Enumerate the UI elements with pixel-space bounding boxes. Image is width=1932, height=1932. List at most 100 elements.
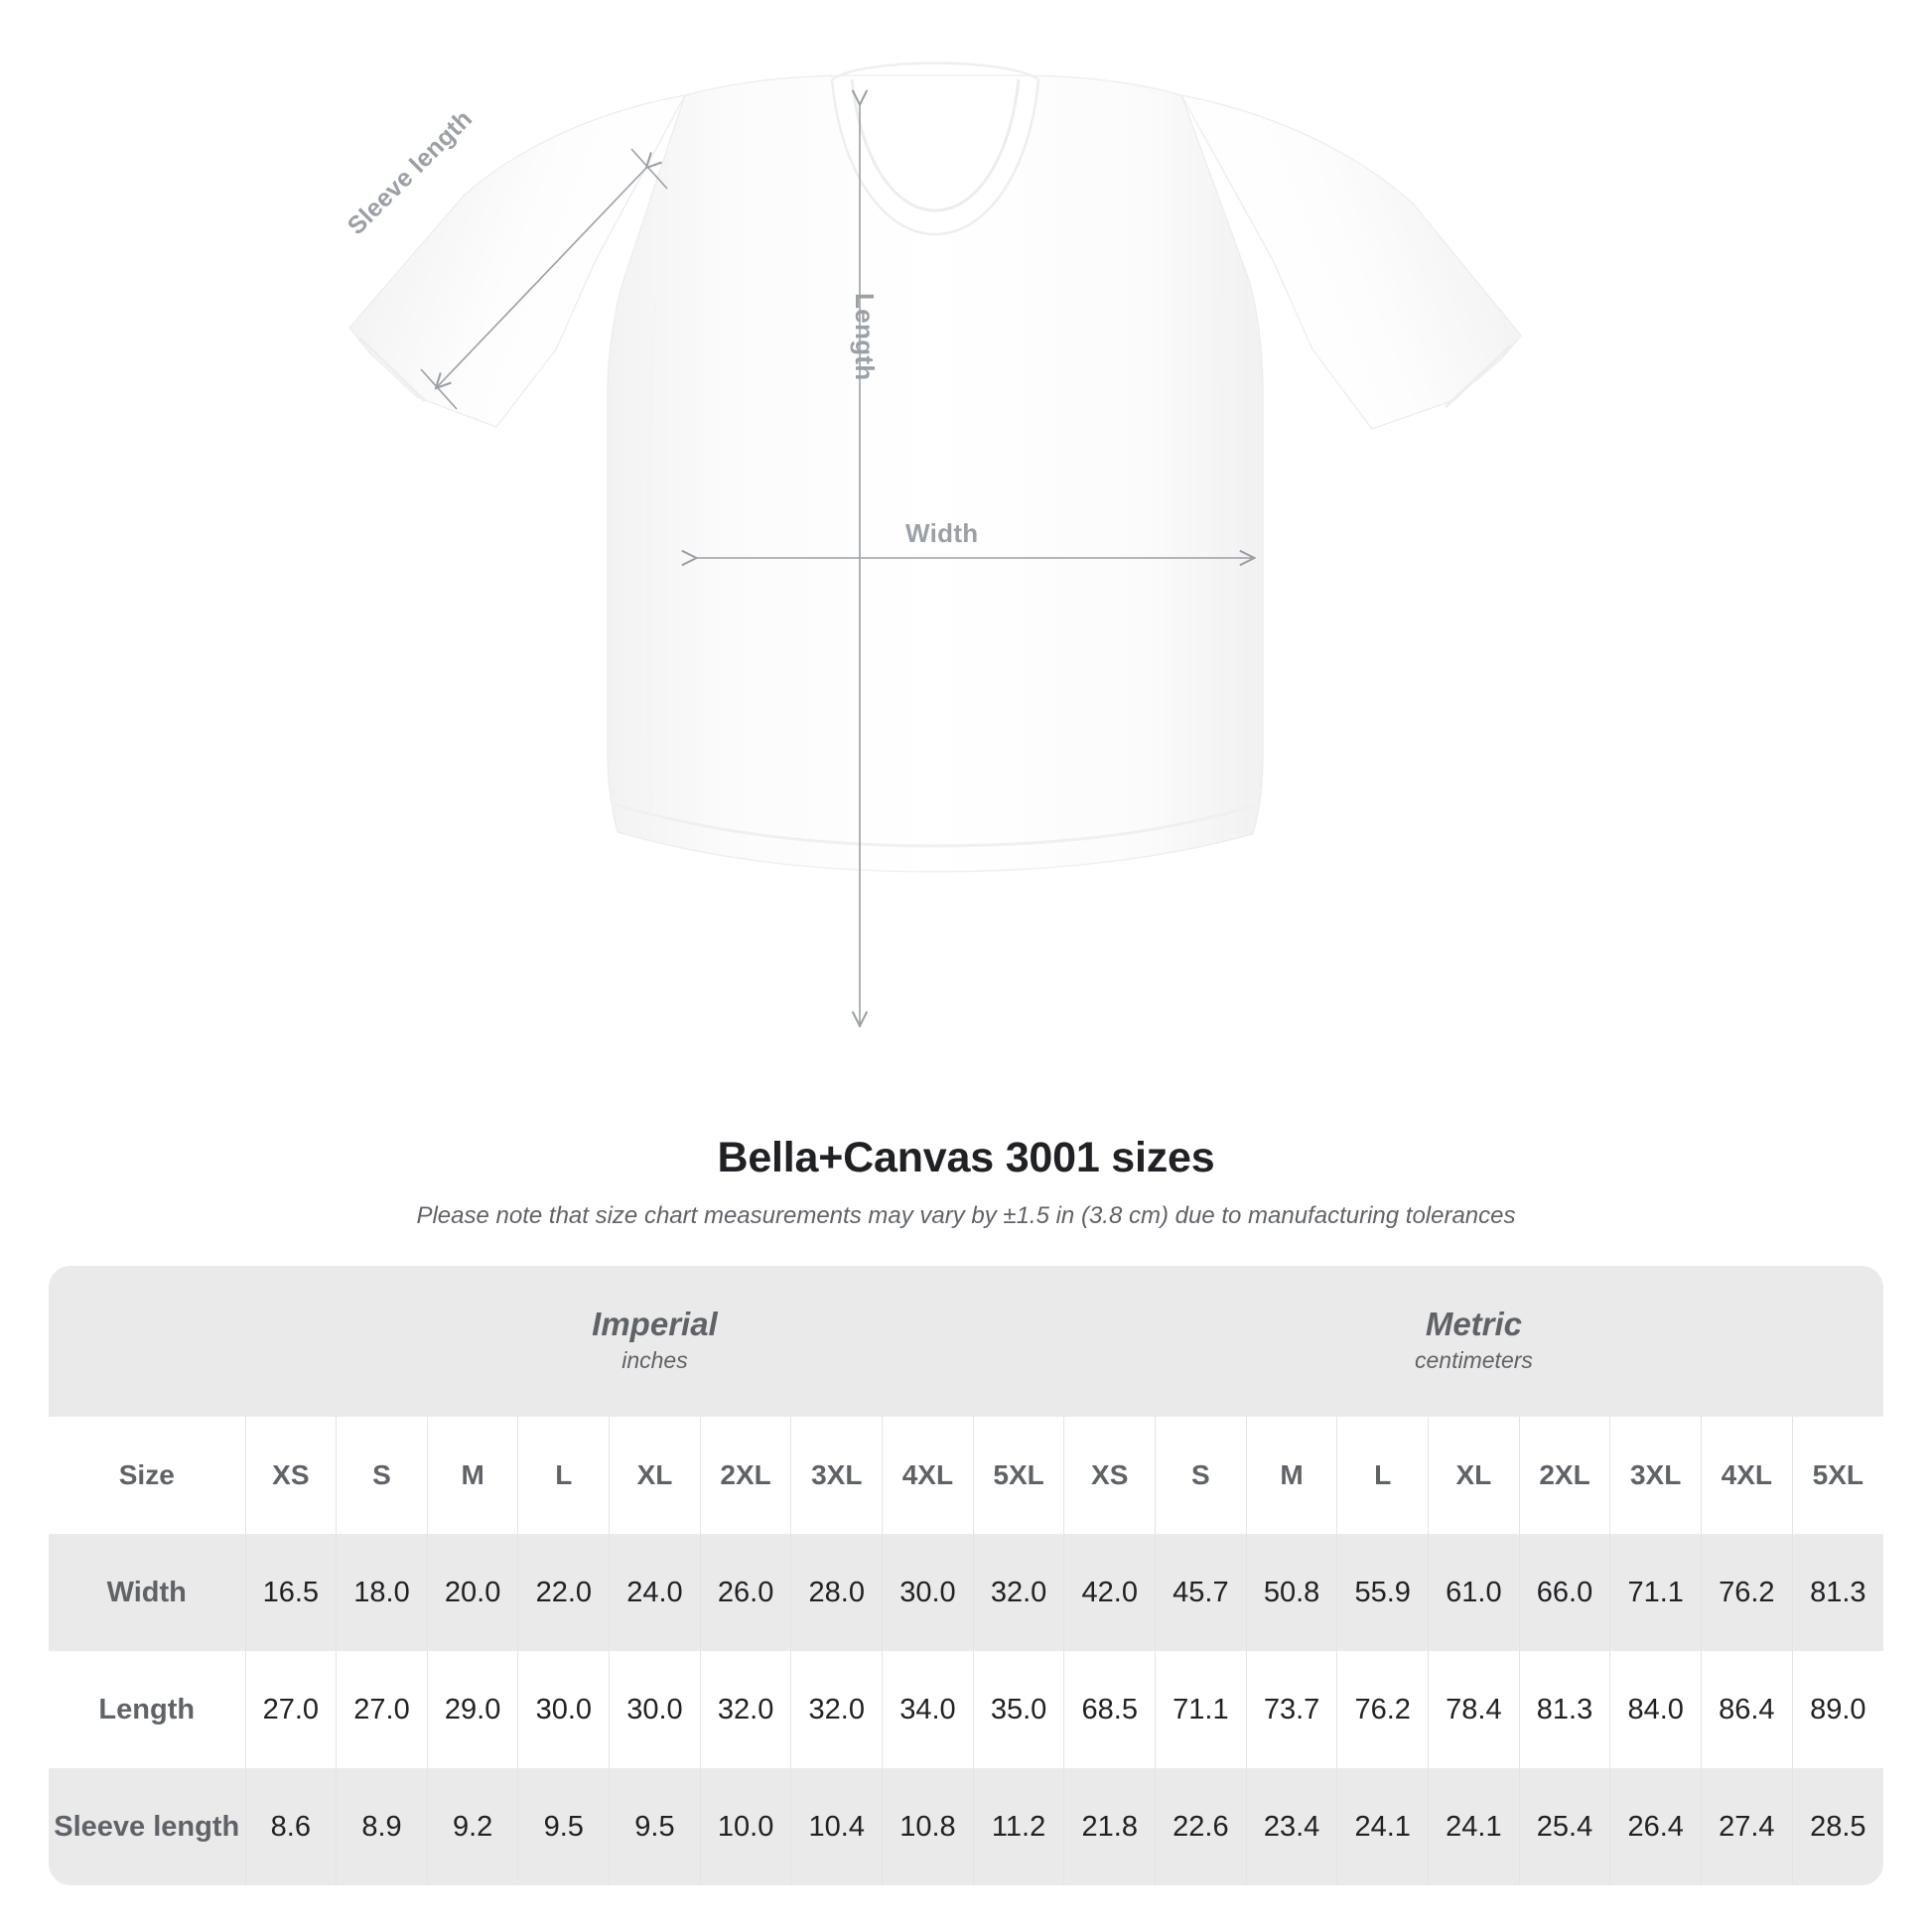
cell-length-metric-3xl: 84.0 <box>1609 1651 1702 1768</box>
cell-sleeve-length-imperial-xl: 9.5 <box>609 1768 701 1885</box>
cell-width-metric-l: 55.9 <box>1336 1534 1429 1651</box>
size-header-imperial-5xl: 5XL <box>972 1417 1064 1534</box>
cell-width-metric-xl: 61.0 <box>1428 1534 1520 1651</box>
tolerance-note: Please note that size chart measurements… <box>416 1202 1516 1229</box>
cell-width-imperial-xs: 16.5 <box>244 1534 337 1651</box>
size-header-imperial-s: S <box>336 1417 428 1534</box>
unit-name: Imperial <box>592 1305 718 1342</box>
cell-width-imperial-xl: 24.0 <box>609 1534 701 1651</box>
cell-length-metric-s: 71.1 <box>1155 1651 1247 1768</box>
cell-length-imperial-4xl: 34.0 <box>882 1651 974 1768</box>
cell-length-metric-5xl: 89.0 <box>1791 1651 1883 1768</box>
cell-length-imperial-xl: 30.0 <box>609 1651 701 1768</box>
cell-sleeve-length-imperial-5xl: 11.2 <box>972 1768 1064 1885</box>
cell-sleeve-length-imperial-l: 9.5 <box>517 1768 610 1885</box>
row-header-sleeve-length: Sleeve length <box>49 1768 245 1885</box>
cell-length-metric-xl: 78.4 <box>1428 1651 1520 1768</box>
cell-width-imperial-5xl: 32.0 <box>972 1534 1064 1651</box>
cell-sleeve-length-imperial-xs: 8.6 <box>244 1768 337 1885</box>
size-header-row: Size XS S M L XL 2XL 3XL 4XL 5XL XS S M L XL 2XL 3XL 4XL 5… <box>49 1417 1883 1534</box>
cell-width-metric-4xl: 76.2 <box>1701 1534 1793 1651</box>
size-header-metric-m: M <box>1245 1417 1337 1534</box>
collar-outer <box>830 78 1040 236</box>
size-header-metric-5xl: 5XL <box>1791 1417 1883 1534</box>
cell-sleeve-length-metric-5xl: 28.5 <box>1791 1768 1883 1885</box>
cell-sleeve-length-imperial-4xl: 10.8 <box>882 1768 974 1885</box>
cell-width-metric-s: 45.7 <box>1155 1534 1247 1651</box>
tshirt-diagram-svg <box>348 62 1522 1112</box>
row-header-length: Length <box>49 1651 245 1768</box>
table-corner-cell <box>49 1266 245 1417</box>
cell-sleeve-length-metric-s: 22.6 <box>1155 1768 1247 1885</box>
size-header-label: Size <box>49 1417 245 1534</box>
size-header-metric-xl: XL <box>1428 1417 1520 1534</box>
unit-name: Metric <box>1425 1305 1523 1342</box>
cell-length-imperial-3xl: 32.0 <box>790 1651 883 1768</box>
cell-sleeve-length-metric-xs: 21.8 <box>1063 1768 1156 1885</box>
cell-length-metric-4xl: 86.4 <box>1701 1651 1793 1768</box>
unit-subtitle: centimeters <box>1415 1346 1533 1373</box>
cell-length-metric-m: 73.7 <box>1245 1651 1337 1768</box>
size-header-metric-l: L <box>1336 1417 1429 1534</box>
cell-length-imperial-2xl: 32.0 <box>699 1651 791 1768</box>
size-header-imperial-xl: XL <box>609 1417 701 1534</box>
tshirt-body-shape <box>348 62 1522 873</box>
cell-sleeve-length-metric-m: 23.4 <box>1245 1768 1337 1885</box>
tshirt-illustration: Sleeve length Length Width <box>342 62 1522 1112</box>
size-chart-table: Imperial inches Metric centimeters Size XS S M L… <box>49 1266 1883 1885</box>
size-header-metric-4xl: 4XL <box>1701 1417 1793 1534</box>
sleeve-tick-top <box>630 148 668 190</box>
table-row: Sleeve length 8.6 8.9 9.2 9.5 9.5 10.0 10.4 10.8… <box>49 1768 1883 1885</box>
cell-width-metric-3xl: 71.1 <box>1609 1534 1702 1651</box>
cell-sleeve-length-metric-4xl: 27.4 <box>1701 1768 1793 1885</box>
cell-length-metric-xs: 68.5 <box>1063 1651 1156 1768</box>
size-header-metric-3xl: 3XL <box>1609 1417 1702 1534</box>
cell-width-metric-5xl: 81.3 <box>1791 1534 1883 1651</box>
size-header-metric-s: S <box>1155 1417 1247 1534</box>
unit-header-metric: Metric centimeters <box>1063 1266 1883 1417</box>
cell-length-metric-l: 76.2 <box>1336 1651 1429 1768</box>
width-label: Width <box>905 518 979 548</box>
row-header-width: Width <box>49 1534 245 1651</box>
cell-width-imperial-l: 22.0 <box>517 1534 610 1651</box>
cell-length-imperial-m: 29.0 <box>426 1651 518 1768</box>
cell-sleeve-length-metric-xl: 24.1 <box>1428 1768 1520 1885</box>
cell-length-metric-2xl: 81.3 <box>1518 1651 1610 1768</box>
size-header-imperial-m: M <box>426 1417 518 1534</box>
cell-length-imperial-s: 27.0 <box>336 1651 428 1768</box>
title-block: Bella+Canvas 3001 sizes Please note that… <box>0 1112 1932 1230</box>
cell-sleeve-length-metric-2xl: 25.4 <box>1518 1768 1610 1885</box>
size-header-imperial-xs: XS <box>244 1417 337 1534</box>
size-header-imperial-l: L <box>517 1417 610 1534</box>
cell-width-imperial-2xl: 26.0 <box>699 1534 791 1651</box>
cell-sleeve-length-metric-3xl: 26.4 <box>1609 1768 1702 1885</box>
cell-sleeve-length-imperial-3xl: 10.4 <box>790 1768 883 1885</box>
cell-length-imperial-xs: 27.0 <box>244 1651 337 1768</box>
cell-width-metric-m: 50.8 <box>1245 1534 1337 1651</box>
back-neck <box>831 62 1039 81</box>
unit-header-imperial: Imperial inches <box>245 1266 1064 1417</box>
left-cuff <box>357 336 427 403</box>
sleeve-tick-bottom <box>420 368 458 410</box>
page-title: Bella+Canvas 3001 sizes <box>717 1134 1215 1181</box>
size-chart-container: Imperial inches Metric centimeters Size XS S M L… <box>49 1266 1883 1885</box>
measurement-lines <box>420 103 1253 1025</box>
cell-sleeve-length-metric-l: 24.1 <box>1336 1768 1429 1885</box>
cell-length-imperial-5xl: 35.0 <box>972 1651 1064 1768</box>
size-header-imperial-2xl: 2XL <box>699 1417 791 1534</box>
cell-width-imperial-m: 20.0 <box>426 1534 518 1651</box>
cell-width-metric-xs: 42.0 <box>1063 1534 1156 1651</box>
cell-sleeve-length-imperial-m: 9.2 <box>426 1768 518 1885</box>
table-row: Length 27.0 27.0 29.0 30.0 30.0 32.0 32.0 34.0 35… <box>49 1651 1883 1768</box>
size-header-imperial-4xl: 4XL <box>882 1417 974 1534</box>
cell-sleeve-length-imperial-s: 8.9 <box>336 1768 428 1885</box>
length-label: Length <box>850 293 880 381</box>
hem-seam <box>613 802 1254 848</box>
unit-subtitle: inches <box>621 1346 688 1373</box>
size-header-metric-xs: XS <box>1063 1417 1156 1534</box>
cell-width-imperial-3xl: 28.0 <box>790 1534 883 1651</box>
size-header-imperial-3xl: 3XL <box>790 1417 883 1534</box>
sleeve-length-arrow <box>437 167 647 387</box>
unit-header-row: Imperial inches Metric centimeters <box>49 1266 1883 1417</box>
size-header-metric-2xl: 2XL <box>1518 1417 1610 1534</box>
